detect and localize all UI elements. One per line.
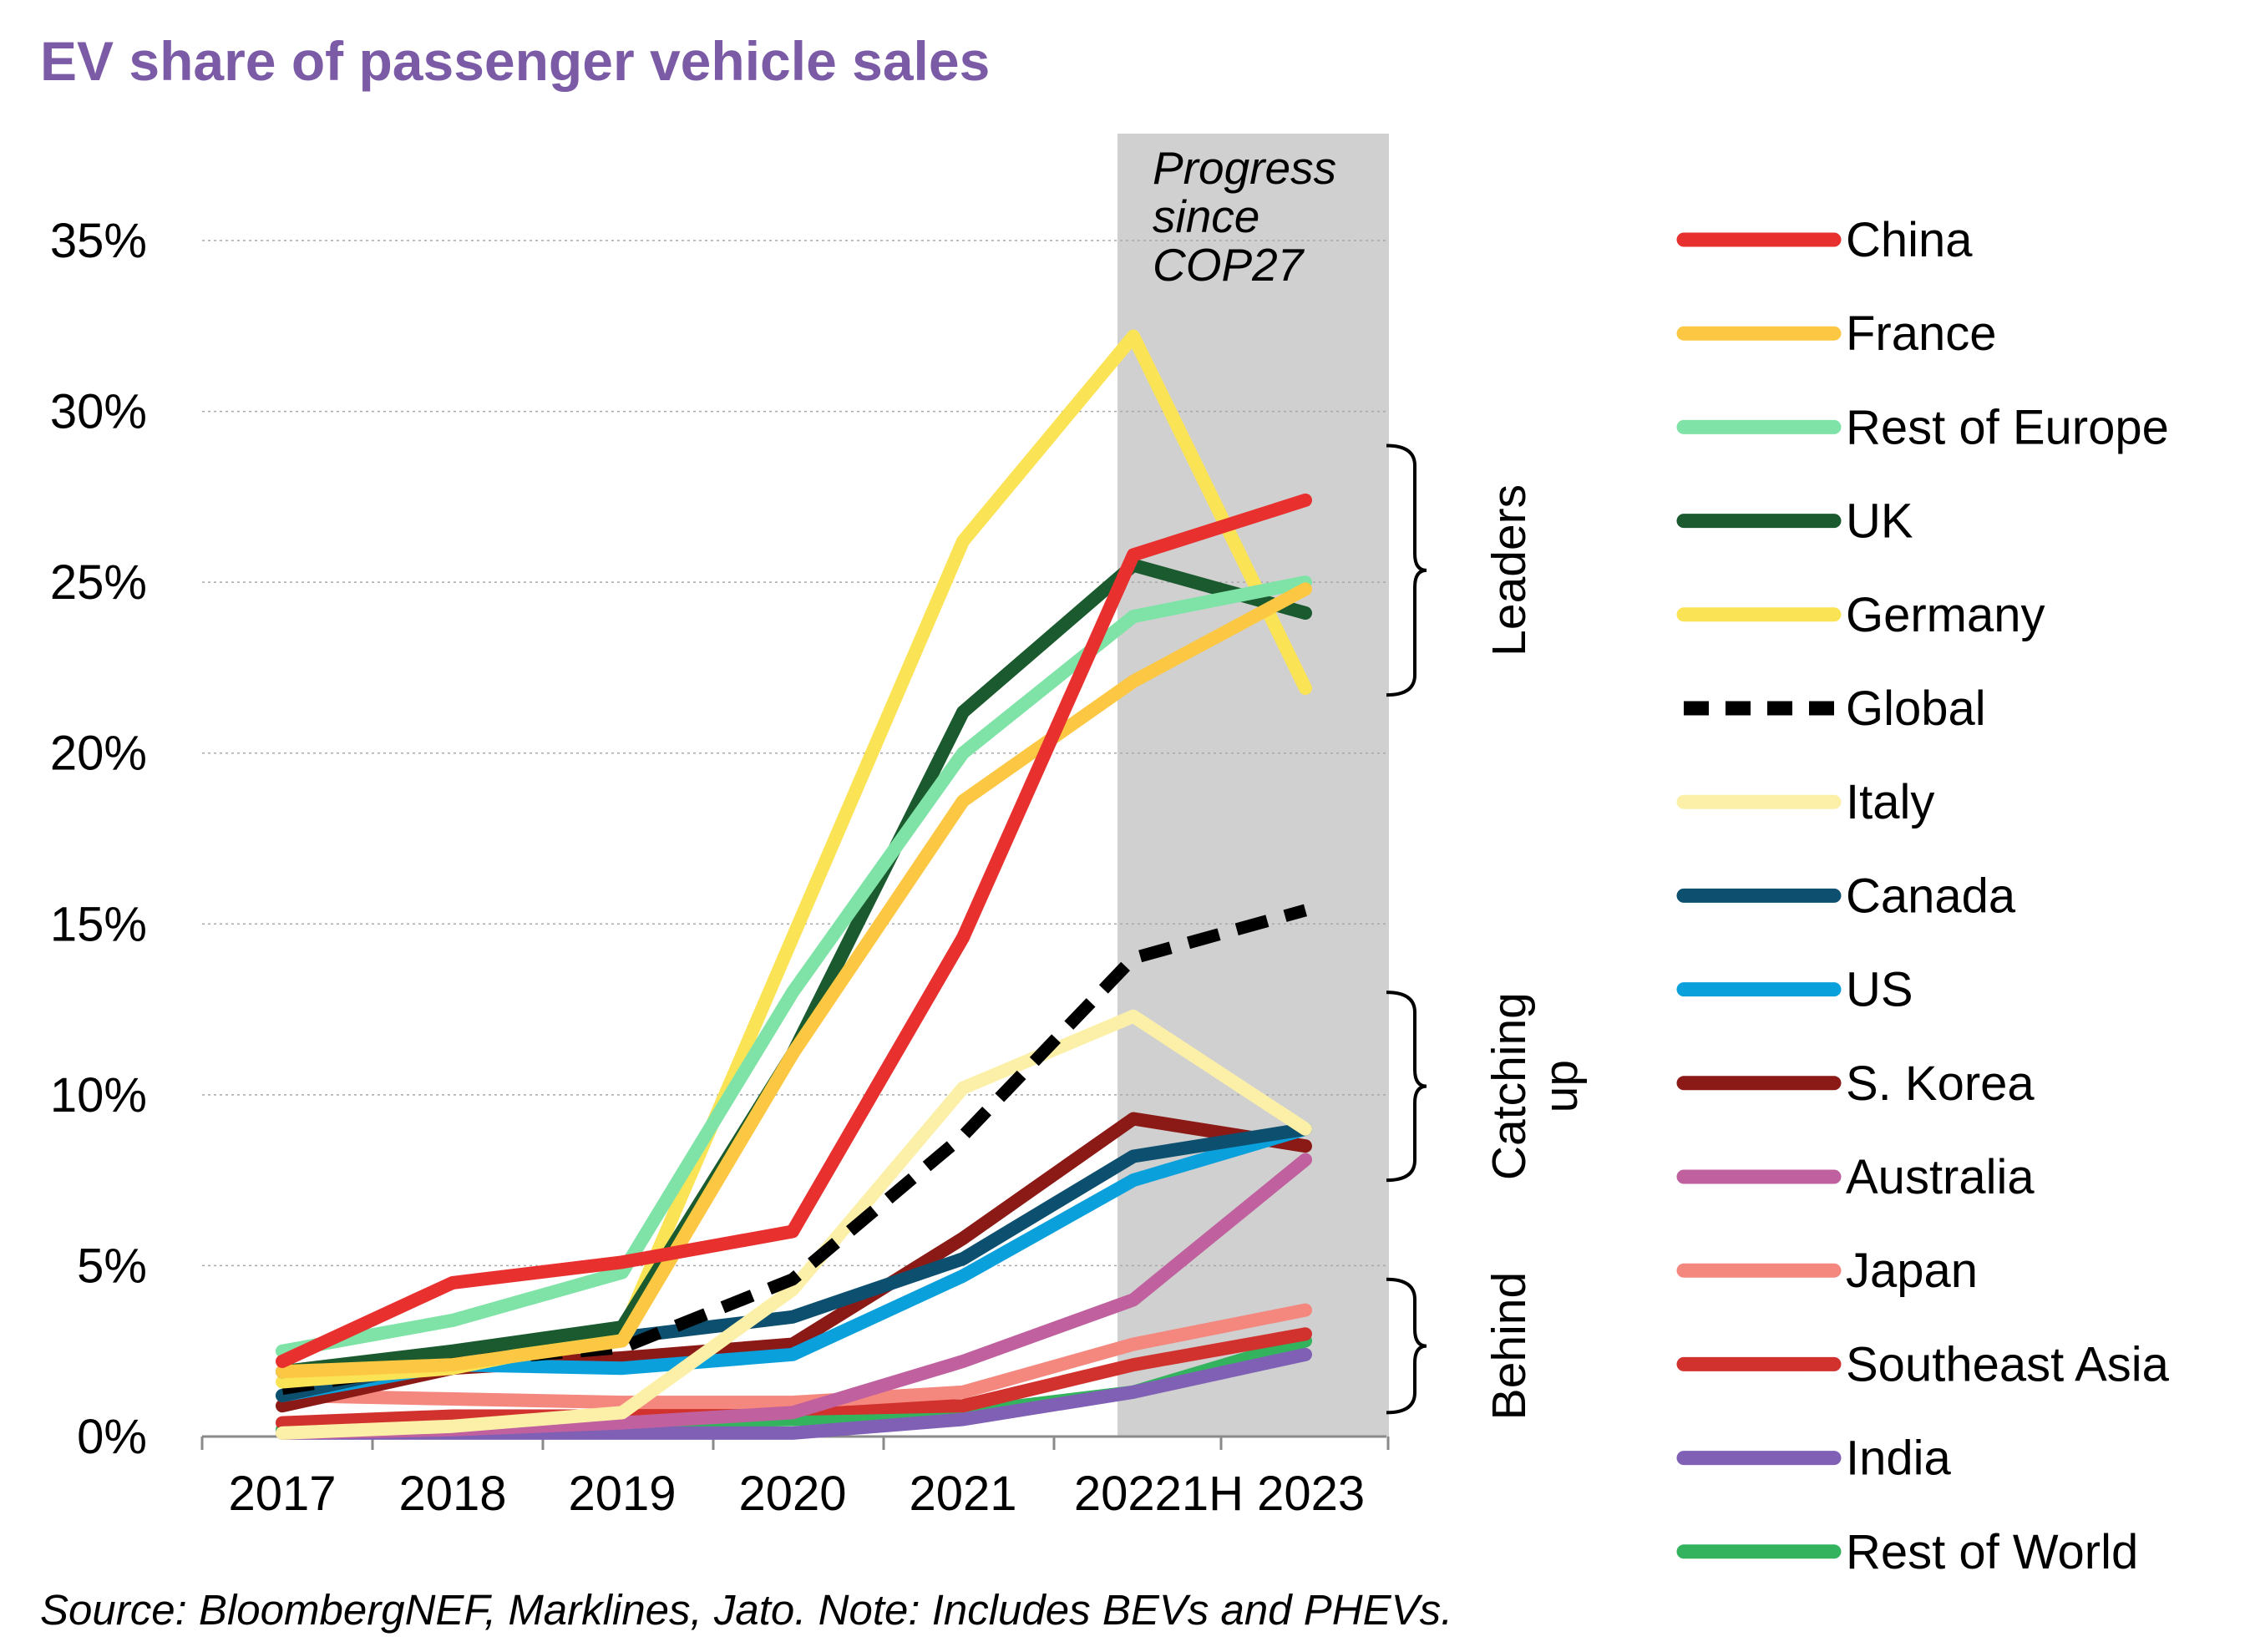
highlight-label-line: COP27 [1153,239,1305,291]
y-tick-label: 0% [77,1410,147,1464]
legend-label: Global [1846,682,1986,736]
group-label-line: Leaders [1482,484,1536,656]
legend-label: China [1846,213,1973,267]
legend-label: Australia [1846,1150,2035,1204]
legend-label: India [1846,1432,1952,1486]
highlight-label-line: since [1153,190,1259,242]
x-tick-label: 20221H 2023 [1074,1467,1365,1521]
highlight-label-line: Progress [1153,142,1336,194]
group-brace [1386,1277,1427,1415]
x-tick-label: 2018 [398,1467,506,1521]
axis-layer: 0% 5% 10% 15% 20% 25% 30% 35% 2017 2018 2019 2020 20… [50,214,1390,1521]
series-line-china [276,493,1312,1368]
legend-label: Southeast Asia [1846,1337,2170,1391]
y-tick-label: 35% [50,214,147,268]
y-tick-label: 10% [50,1068,147,1122]
x-tick-label: 2021 [909,1467,1016,1521]
series-layer [276,329,1312,1440]
series-line-japan [276,1303,1312,1410]
legend-label: Rest of Europe [1846,400,2169,454]
y-tick-label: 15% [50,897,147,951]
group-label: Leaders [1482,484,1536,656]
group-label-line: Catching [1482,992,1536,1180]
legend-label: Japan [1846,1244,1978,1298]
group-label-line: up [1534,1060,1588,1112]
x-tick-label: 2019 [568,1467,676,1521]
legend: China France Rest of Europe UK Germany Global… [1676,213,2170,1579]
group-label: Catchingup [1482,992,1588,1180]
group-label-line: Behind [1482,1272,1536,1421]
y-tick-label: 30% [50,385,147,439]
x-tick-label: 2017 [228,1467,336,1521]
group-brace [1386,991,1427,1183]
legend-label: France [1846,307,1997,361]
y-tick-label: 25% [50,555,147,610]
y-tick-label: 20% [50,727,147,781]
x-tick-label: 2020 [738,1467,846,1521]
legend-label: Canada [1846,869,2016,923]
group-layer: Leaders Catchingup Behind [1386,443,1588,1421]
chart-title: EV share of passenger vehicle sales [40,30,990,92]
series-line-rest-of-europe [276,575,1312,1358]
series-line-france [276,582,1312,1379]
group-brace [1386,443,1427,697]
legend-label: Rest of World [1846,1525,2138,1579]
source-note: Source: BloombergNEF, Marklines, Jato. N… [40,1586,1452,1634]
legend-label: US [1846,963,1913,1017]
legend-label: S. Korea [1846,1057,2035,1111]
series-line-italy [276,1009,1312,1440]
group-label: Behind [1482,1272,1536,1421]
cop27-highlight-band [1117,134,1389,1437]
legend-label: Italy [1846,775,1934,829]
legend-label: UK [1846,494,1913,549]
legend-label: Germany [1846,588,2045,642]
y-tick-label: 5% [77,1239,147,1293]
